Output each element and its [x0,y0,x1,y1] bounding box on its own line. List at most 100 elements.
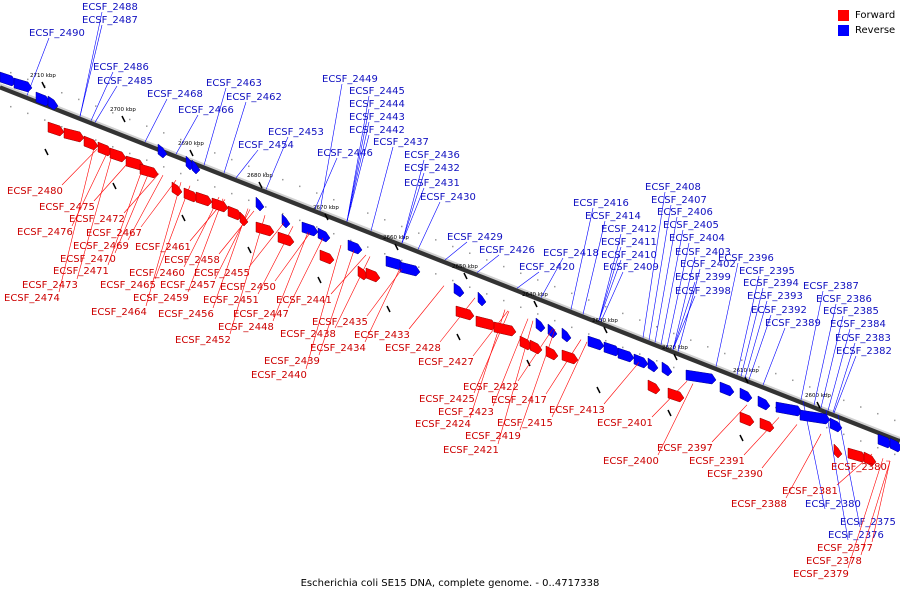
forward-gene-label[interactable]: ECSF_2419 [465,431,521,442]
forward-gene-label[interactable]: ECSF_2415 [497,418,553,429]
forward-gene-label[interactable]: ECSF_2464 [91,307,147,318]
reverse-gene-label[interactable]: ECSF_2380 [805,499,861,510]
reverse-gene-label[interactable]: ECSF_2394 [743,278,799,289]
forward-gene-label[interactable]: ECSF_2380 [831,462,887,473]
reverse-gene-label[interactable]: ECSF_2376 [828,530,884,541]
reverse-gene-glyph[interactable] [720,382,734,396]
reverse-gene-label[interactable]: ECSF_2418 [543,248,599,259]
reverse-gene-glyph[interactable] [604,342,620,356]
reverse-gene-label[interactable]: ECSF_2462 [226,92,282,103]
reverse-gene-label[interactable]: ECSF_2385 [823,306,879,317]
forward-gene-glyph[interactable] [240,212,248,226]
reverse-gene-label[interactable]: ECSF_2432 [404,163,460,174]
forward-gene-label[interactable]: ECSF_2400 [603,456,659,467]
forward-gene-label[interactable]: ECSF_2452 [175,335,231,346]
reverse-gene-glyph[interactable] [562,328,571,342]
forward-gene-label[interactable]: ECSF_2427 [418,357,474,368]
forward-gene-label[interactable]: ECSF_2475 [39,202,95,213]
reverse-gene-label[interactable]: ECSF_2393 [747,291,803,302]
forward-gene-label[interactable]: ECSF_2422 [463,382,519,393]
reverse-gene-label[interactable]: ECSF_2407 [651,195,707,206]
reverse-gene-glyph[interactable] [588,336,604,350]
forward-gene-glyph[interactable] [546,346,558,360]
forward-gene-glyph[interactable] [848,448,866,462]
reverse-gene-glyph[interactable] [454,283,464,297]
reverse-gene-label[interactable]: ECSF_2445 [349,86,405,97]
forward-gene-label[interactable]: ECSF_2465 [100,280,156,291]
forward-gene-label[interactable]: ECSF_2391 [689,456,745,467]
reverse-gene-glyph[interactable] [536,318,545,332]
reverse-gene-label[interactable]: ECSF_2408 [645,182,701,193]
forward-gene-label[interactable]: ECSF_2476 [17,227,73,238]
forward-gene-label[interactable]: ECSF_2458 [164,255,220,266]
forward-gene-label[interactable]: ECSF_2425 [419,394,475,405]
forward-gene-glyph[interactable] [110,148,126,162]
reverse-gene-label[interactable]: ECSF_2416 [573,198,629,209]
forward-gene-label[interactable]: ECSF_2473 [22,280,78,291]
forward-gene-label[interactable]: ECSF_2456 [158,309,214,320]
reverse-gene-glyph[interactable] [662,362,672,376]
forward-gene-label[interactable]: ECSF_2441 [276,295,332,306]
reverse-gene-glyph[interactable] [256,197,264,211]
forward-gene-label[interactable]: ECSF_2470 [60,254,116,265]
forward-gene-label[interactable]: ECSF_2440 [251,370,307,381]
reverse-gene-label[interactable]: ECSF_2405 [663,220,719,231]
reverse-gene-label[interactable]: ECSF_2410 [601,250,657,261]
forward-gene-label[interactable]: ECSF_2471 [53,266,109,277]
reverse-gene-label[interactable]: ECSF_2442 [349,125,405,136]
forward-gene-label[interactable]: ECSF_2381 [782,486,838,497]
forward-gene-glyph[interactable] [196,192,212,206]
reverse-gene-label[interactable]: ECSF_2430 [420,192,476,203]
forward-gene-label[interactable]: ECSF_2434 [310,343,366,354]
reverse-gene-glyph[interactable] [758,396,770,410]
reverse-gene-label[interactable]: ECSF_2414 [585,211,641,222]
forward-gene-label[interactable]: ECSF_2451 [203,295,259,306]
reverse-gene-label[interactable]: ECSF_2392 [751,305,807,316]
forward-gene-glyph[interactable] [648,380,660,394]
forward-gene-label[interactable]: ECSF_2469 [73,241,129,252]
reverse-gene-label[interactable]: ECSF_2488 [82,2,138,13]
reverse-gene-label[interactable]: ECSF_2411 [601,237,657,248]
reverse-gene-glyph[interactable] [318,228,330,242]
forward-gene-label[interactable]: ECSF_2397 [657,443,713,454]
forward-gene-glyph[interactable] [64,128,84,142]
reverse-gene-label[interactable]: ECSF_2490 [29,28,85,39]
reverse-gene-glyph[interactable] [478,292,486,306]
reverse-gene-glyph[interactable] [740,388,752,402]
forward-gene-glyph[interactable] [476,316,496,330]
reverse-gene-label[interactable]: ECSF_2436 [404,150,460,161]
forward-gene-label[interactable]: ECSF_2413 [549,405,605,416]
forward-gene-label[interactable]: ECSF_2417 [491,395,547,406]
reverse-gene-glyph[interactable] [302,222,318,236]
forward-gene-label[interactable]: ECSF_2450 [220,282,276,293]
reverse-gene-label[interactable]: ECSF_2398 [675,286,731,297]
reverse-gene-label[interactable]: ECSF_2396 [718,253,774,264]
reverse-gene-label[interactable]: ECSF_2443 [349,112,405,123]
forward-gene-label[interactable]: ECSF_2423 [438,407,494,418]
reverse-gene-glyph[interactable] [282,214,290,228]
forward-gene-label[interactable]: ECSF_2447 [233,309,289,320]
reverse-gene-glyph[interactable] [348,240,362,254]
reverse-gene-label[interactable]: ECSF_2387 [803,281,859,292]
reverse-gene-label[interactable]: ECSF_2426 [479,245,535,256]
forward-gene-label[interactable]: ECSF_2424 [415,419,471,430]
forward-gene-label[interactable]: ECSF_2455 [194,268,250,279]
reverse-gene-label[interactable]: ECSF_2431 [404,178,460,189]
reverse-gene-label[interactable]: ECSF_2444 [349,99,405,110]
forward-gene-glyph[interactable] [320,250,334,264]
forward-gene-glyph[interactable] [278,232,294,246]
forward-gene-glyph[interactable] [140,164,158,178]
forward-gene-glyph[interactable] [48,122,64,136]
forward-gene-label[interactable]: ECSF_2459 [133,293,189,304]
reverse-gene-label[interactable]: ECSF_2486 [93,62,149,73]
forward-gene-glyph[interactable] [456,306,474,320]
reverse-gene-label[interactable]: ECSF_2389 [765,318,821,329]
forward-gene-label[interactable]: ECSF_2388 [731,499,787,510]
forward-gene-glyph[interactable] [84,136,98,150]
forward-gene-label[interactable]: ECSF_2439 [264,356,320,367]
reverse-gene-label[interactable]: ECSF_2409 [603,262,659,273]
forward-gene-glyph[interactable] [740,412,754,426]
reverse-gene-label[interactable]: ECSF_2382 [836,346,892,357]
reverse-gene-label[interactable]: ECSF_2463 [206,78,262,89]
reverse-gene-label[interactable]: ECSF_2386 [816,294,872,305]
